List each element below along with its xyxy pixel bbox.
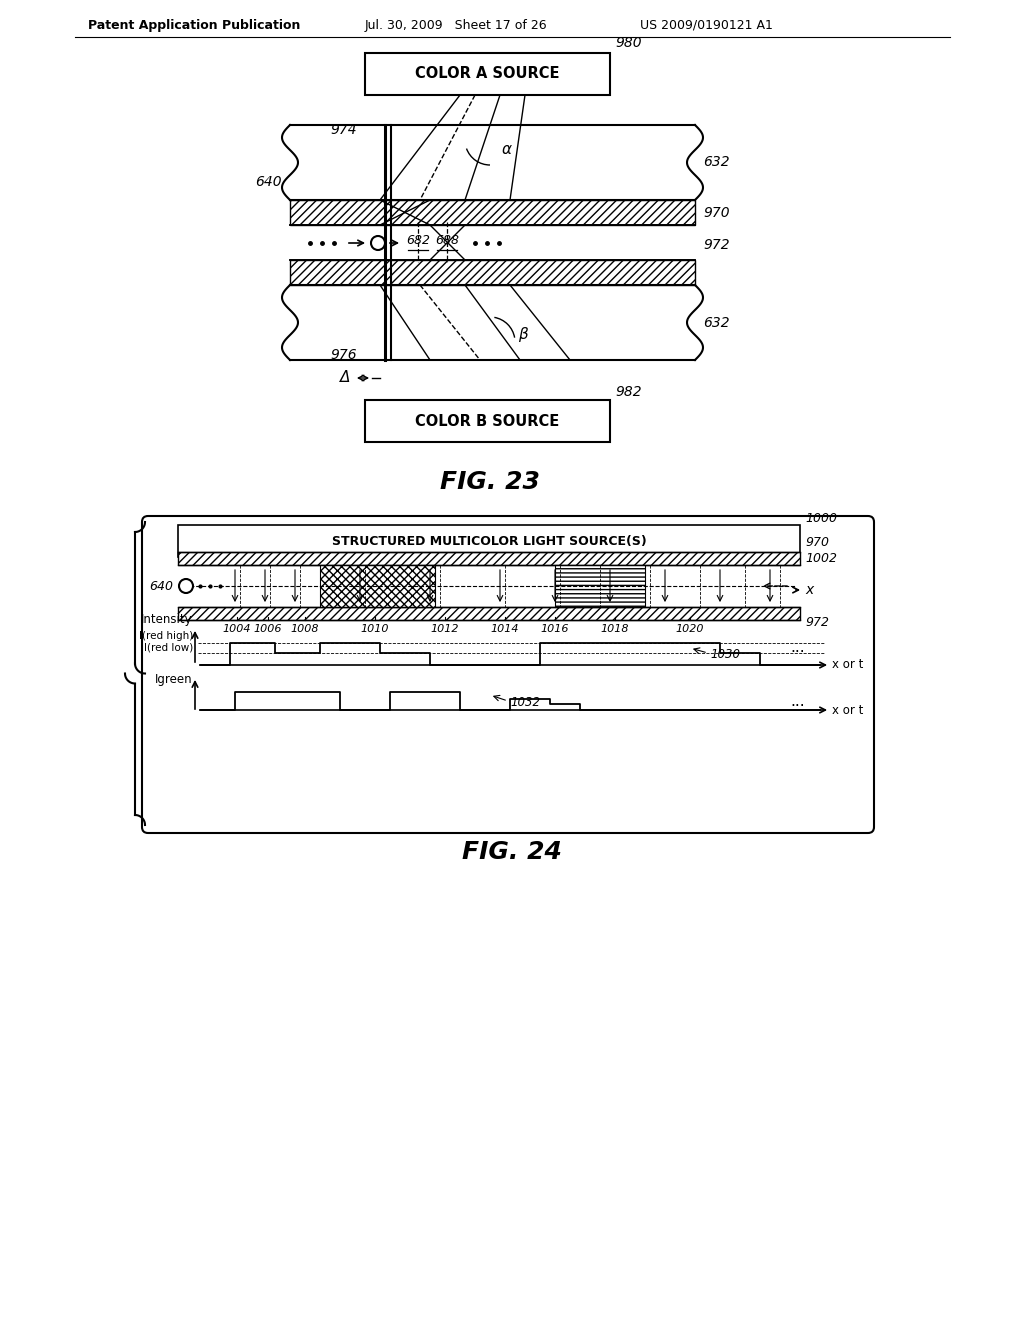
Text: ...: ...: [790, 640, 805, 656]
Text: Patent Application Publication: Patent Application Publication: [88, 18, 300, 32]
Text: β: β: [518, 327, 527, 342]
Text: x or t: x or t: [831, 704, 863, 717]
Bar: [290, 260, 695, 285]
Text: 976: 976: [330, 348, 356, 362]
Text: COLOR B SOURCE: COLOR B SOURCE: [416, 413, 560, 429]
Text: 1018: 1018: [601, 624, 630, 634]
FancyBboxPatch shape: [365, 53, 610, 95]
Bar: [290, 201, 695, 224]
Text: 1014: 1014: [490, 624, 519, 634]
Text: 970: 970: [805, 536, 829, 549]
Text: 1002: 1002: [805, 552, 837, 565]
Text: 1020: 1020: [676, 624, 705, 634]
Text: FIG. 24: FIG. 24: [462, 840, 562, 865]
Text: 982: 982: [615, 385, 642, 399]
Circle shape: [179, 579, 193, 593]
Text: 970: 970: [703, 206, 730, 220]
Text: Δ: Δ: [340, 371, 350, 385]
Text: 640: 640: [150, 579, 173, 593]
Text: 1008: 1008: [291, 624, 319, 634]
Circle shape: [371, 236, 385, 249]
FancyBboxPatch shape: [142, 516, 874, 833]
Text: 1030: 1030: [710, 648, 740, 661]
Text: 974: 974: [330, 123, 356, 137]
Text: 1016: 1016: [541, 624, 569, 634]
Text: x or t: x or t: [831, 659, 863, 672]
Text: 972: 972: [805, 616, 829, 630]
Text: 1006: 1006: [254, 624, 283, 634]
Text: Jul. 30, 2009   Sheet 17 of 26: Jul. 30, 2009 Sheet 17 of 26: [365, 18, 548, 32]
Text: 1032: 1032: [510, 697, 540, 710]
Text: I(red low): I(red low): [143, 642, 193, 652]
FancyBboxPatch shape: [365, 400, 610, 442]
Text: 682: 682: [406, 235, 430, 248]
FancyBboxPatch shape: [178, 525, 800, 557]
Text: α: α: [502, 143, 512, 157]
Text: COLOR A SOURCE: COLOR A SOURCE: [416, 66, 560, 82]
Text: 1012: 1012: [431, 624, 459, 634]
Text: STRUCTURED MULTICOLOR LIGHT SOURCE(S): STRUCTURED MULTICOLOR LIGHT SOURCE(S): [332, 535, 646, 548]
Text: I(red high): I(red high): [138, 631, 193, 642]
Text: 1004: 1004: [223, 624, 251, 634]
Bar: [555, 565, 645, 607]
Text: FIG. 23: FIG. 23: [440, 470, 540, 494]
Text: 1000: 1000: [805, 512, 837, 525]
Bar: [319, 565, 435, 607]
Bar: [178, 552, 800, 565]
Text: 1010: 1010: [360, 624, 389, 634]
Text: 688: 688: [435, 235, 459, 248]
Bar: [178, 607, 800, 620]
Text: ...: ...: [790, 694, 805, 710]
Text: 980: 980: [615, 36, 642, 50]
Text: Intensity: Intensity: [141, 612, 193, 626]
Text: US 2009/0190121 A1: US 2009/0190121 A1: [640, 18, 773, 32]
Text: 632: 632: [703, 315, 730, 330]
Text: 632: 632: [703, 154, 730, 169]
Text: 640: 640: [255, 176, 282, 189]
Text: 972: 972: [703, 238, 730, 252]
Text: x: x: [805, 583, 813, 597]
Text: Igreen: Igreen: [156, 673, 193, 686]
